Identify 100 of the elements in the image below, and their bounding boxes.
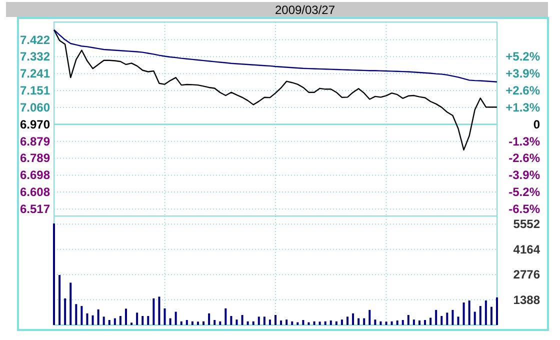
y-tick-label: 4164 — [513, 242, 540, 256]
y-tick-label: 7.151 — [20, 83, 50, 98]
bar — [97, 309, 100, 325]
bar — [152, 298, 155, 325]
bar — [280, 320, 282, 325]
y2-tick-label: -5.2% — [508, 185, 540, 200]
bar — [402, 320, 404, 325]
bar — [358, 318, 360, 325]
bar — [418, 320, 420, 325]
bar — [268, 320, 271, 325]
bar — [318, 322, 321, 325]
bar — [147, 316, 150, 325]
bar — [80, 306, 83, 325]
bar — [236, 320, 238, 325]
bar — [430, 318, 432, 325]
y-tick-label: 6.517 — [20, 202, 50, 216]
y-tick-label: 7.422 — [20, 32, 50, 47]
bar — [241, 315, 244, 325]
y-tick-label: 6.608 — [20, 185, 50, 200]
bar — [92, 315, 94, 325]
bar — [219, 321, 222, 325]
y2-tick-label: -1.3% — [508, 134, 540, 148]
bar — [136, 312, 138, 325]
bar — [224, 308, 227, 325]
bar — [186, 320, 188, 325]
bar — [490, 306, 492, 325]
bar — [246, 321, 249, 325]
bar — [308, 322, 310, 325]
bar — [174, 312, 177, 325]
y2-tick-label: -2.6% — [508, 151, 540, 166]
bar — [385, 322, 388, 325]
bar — [169, 318, 172, 325]
bar — [75, 304, 78, 325]
bar — [484, 300, 487, 325]
bar — [208, 313, 210, 325]
bar — [468, 300, 470, 325]
bar — [64, 298, 66, 325]
bar — [252, 321, 254, 325]
bar — [53, 223, 55, 325]
bar — [164, 308, 166, 325]
bar — [124, 308, 127, 325]
y-tick-label: 7.241 — [20, 66, 50, 81]
bar — [302, 320, 304, 325]
bar — [435, 310, 438, 325]
bar — [324, 321, 326, 325]
y2-tick-label: 0 — [533, 117, 540, 132]
bar — [142, 316, 144, 325]
bar — [108, 320, 110, 325]
bar — [446, 312, 448, 325]
bar — [196, 322, 199, 325]
y-tick-label: 6.698 — [20, 168, 50, 182]
bar — [440, 316, 443, 325]
y-tick-label: 5552 — [513, 217, 540, 232]
chart-title: 2009/03/27 — [274, 3, 336, 17]
y2-tick-label: -3.9% — [508, 168, 540, 182]
y-tick-label: 2776 — [513, 268, 540, 282]
bar — [452, 310, 454, 325]
bar — [274, 315, 276, 325]
bar — [374, 320, 376, 325]
bar — [380, 321, 382, 325]
bar — [263, 316, 266, 325]
bar — [363, 318, 366, 325]
bar — [202, 321, 205, 325]
bar — [258, 316, 260, 325]
bar — [158, 296, 160, 325]
bar — [479, 306, 482, 325]
bar — [58, 275, 61, 325]
bar — [424, 320, 426, 325]
bar — [474, 312, 476, 325]
y2-tick-label: +1.3% — [506, 100, 540, 114]
bar — [286, 320, 288, 325]
y2-tick-label: +3.9% — [506, 66, 540, 80]
bar — [296, 322, 299, 325]
y2-tick-label: +2.6% — [506, 83, 540, 98]
bar — [191, 321, 194, 325]
bar — [330, 320, 332, 325]
bar — [230, 316, 232, 325]
bar — [396, 320, 398, 325]
bar — [291, 321, 294, 325]
bar — [119, 316, 122, 325]
bar — [368, 310, 371, 325]
bar — [313, 321, 316, 325]
bar — [457, 316, 460, 325]
y-tick-label: 1388 — [513, 292, 540, 307]
bar — [496, 297, 498, 325]
bar — [335, 321, 338, 325]
line-series — [53, 29, 498, 151]
bar — [180, 321, 182, 325]
y-tick-label: 7.060 — [20, 100, 50, 114]
bar — [412, 320, 415, 325]
bar — [462, 302, 465, 325]
bar — [102, 316, 105, 325]
y2-tick-label: +5.2% — [506, 50, 540, 64]
y2-tick-label: -6.5% — [508, 202, 540, 216]
bar — [340, 320, 343, 325]
y-tick-label: 7.332 — [20, 50, 50, 64]
bar — [70, 282, 72, 325]
line-series — [53, 29, 498, 82]
y-tick-label: 6.879 — [20, 134, 50, 148]
bar — [214, 320, 216, 325]
